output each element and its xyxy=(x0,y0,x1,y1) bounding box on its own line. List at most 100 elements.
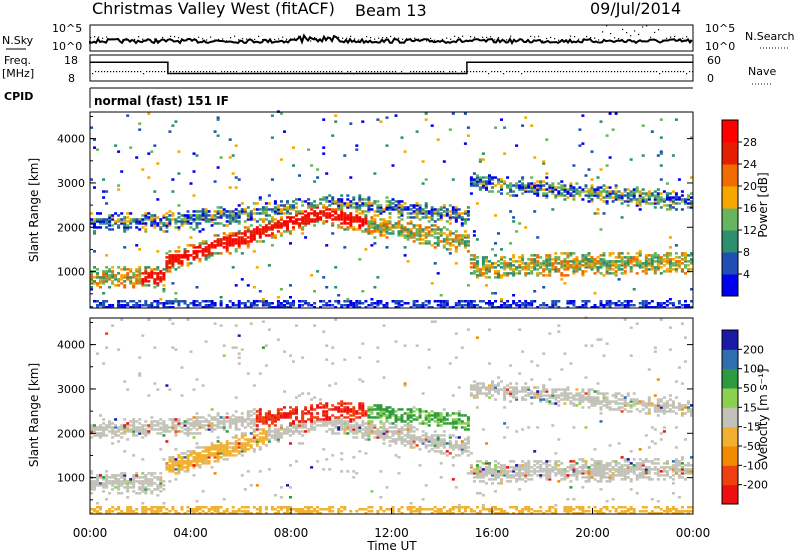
heatmap-cell xyxy=(213,218,217,221)
heatmap-cell xyxy=(590,260,594,263)
heatmap-cell xyxy=(261,232,265,235)
heatmap-cell xyxy=(96,480,99,483)
heatmap-cell xyxy=(343,508,347,511)
noise-search-point xyxy=(670,36,672,38)
heatmap-cell xyxy=(500,266,503,269)
heatmap-cell xyxy=(159,280,163,283)
heatmap-cell xyxy=(361,220,365,223)
nave-point xyxy=(560,71,562,73)
heatmap-cell xyxy=(334,408,338,411)
heatmap-cell xyxy=(584,260,588,263)
heatmap-cell xyxy=(409,228,413,231)
heatmap-cell xyxy=(144,270,148,273)
heatmap-cell xyxy=(159,418,163,421)
heatmap-cell xyxy=(361,202,365,205)
heatmap-cell xyxy=(168,458,172,461)
heatmap-cell xyxy=(292,408,295,411)
heatmap-cell xyxy=(605,270,609,273)
heatmap-cell xyxy=(153,428,157,431)
heatmap-cell xyxy=(240,240,244,243)
noise-search-point xyxy=(390,35,392,38)
heatmap-cell xyxy=(216,444,220,447)
heatmap-cell xyxy=(207,428,211,431)
heatmap-cell xyxy=(225,430,229,433)
heatmap-cell xyxy=(379,496,383,499)
heatmap-cell xyxy=(536,180,540,183)
noise-search-point xyxy=(502,38,504,40)
heatmap-cell xyxy=(216,244,220,247)
heatmap-cell xyxy=(608,306,612,309)
heatmap-cell xyxy=(364,432,368,435)
heatmap-cell xyxy=(295,198,298,201)
heatmap-cell xyxy=(204,246,208,249)
heatmap-cell xyxy=(352,408,356,411)
heatmap-cell xyxy=(120,512,124,515)
heatmap-cell xyxy=(258,240,262,243)
heatmap-cell xyxy=(662,204,666,207)
heatmap-cell xyxy=(252,384,256,387)
heatmap-cell xyxy=(234,220,238,223)
heatmap-cell xyxy=(364,410,368,413)
heatmap-cell xyxy=(102,274,106,277)
heatmap-cell xyxy=(183,460,187,463)
heatmap-cell xyxy=(349,420,353,423)
heatmap-cell xyxy=(620,198,624,201)
heatmap-cell xyxy=(159,472,163,475)
heatmap-cell xyxy=(325,206,329,209)
heatmap-cell xyxy=(668,252,672,255)
heatmap-cell xyxy=(183,422,187,425)
heatmap-cell xyxy=(267,208,271,211)
heatmap-cell xyxy=(412,210,416,213)
heatmap-cell xyxy=(316,204,320,207)
heatmap-cell xyxy=(626,258,630,261)
heatmap-cell xyxy=(424,240,428,243)
nave-point xyxy=(554,71,556,73)
heatmap-cell xyxy=(243,434,247,437)
heatmap-cell xyxy=(391,164,395,167)
heatmap-cell xyxy=(605,272,609,275)
heatmap-cell xyxy=(352,456,356,459)
heatmap-cell xyxy=(192,424,196,427)
heatmap-cell xyxy=(301,442,305,445)
nave-point xyxy=(536,71,538,73)
heatmap-cell xyxy=(394,204,398,207)
heatmap-cell xyxy=(536,264,540,267)
heatmap-cell xyxy=(165,306,169,309)
heatmap-cell xyxy=(521,124,525,127)
heatmap-cell xyxy=(292,220,295,223)
heatmap-cell xyxy=(397,434,401,437)
heatmap-cell xyxy=(337,510,341,513)
heatmap-cell xyxy=(400,206,404,209)
heatmap-cell xyxy=(337,402,341,405)
heatmap-cell xyxy=(225,508,229,511)
heatmap-cell xyxy=(219,216,223,219)
heatmap-cell xyxy=(497,264,500,267)
noise-search-point xyxy=(410,38,412,40)
heatmap-cell xyxy=(286,226,289,229)
heatmap-cell xyxy=(512,268,516,271)
heatmap-cell xyxy=(551,266,555,269)
heatmap-cell xyxy=(270,416,274,419)
heatmap-cell xyxy=(491,264,494,267)
heatmap-cell xyxy=(213,508,217,511)
heatmap-cell xyxy=(322,220,326,223)
heatmap-cell xyxy=(349,204,353,207)
nave-point xyxy=(620,71,622,73)
heatmap-cell xyxy=(177,430,181,433)
heatmap-cell xyxy=(611,192,615,195)
heatmap-cell xyxy=(503,272,507,275)
heatmap-cell xyxy=(111,270,115,273)
heatmap-cell xyxy=(551,268,555,271)
heatmap-cell xyxy=(276,430,280,433)
heatmap-cell xyxy=(267,412,271,415)
heatmap-cell xyxy=(590,264,594,267)
heatmap-cell xyxy=(328,422,332,425)
heatmap-cell xyxy=(207,426,211,429)
heatmap-cell xyxy=(596,262,600,265)
heatmap-cell xyxy=(246,424,250,427)
heatmap-cell xyxy=(629,258,633,261)
heatmap-cell xyxy=(557,186,561,189)
heatmap-cell xyxy=(195,454,199,457)
heatmap-cell xyxy=(192,246,196,249)
heatmap-cell xyxy=(445,220,449,223)
